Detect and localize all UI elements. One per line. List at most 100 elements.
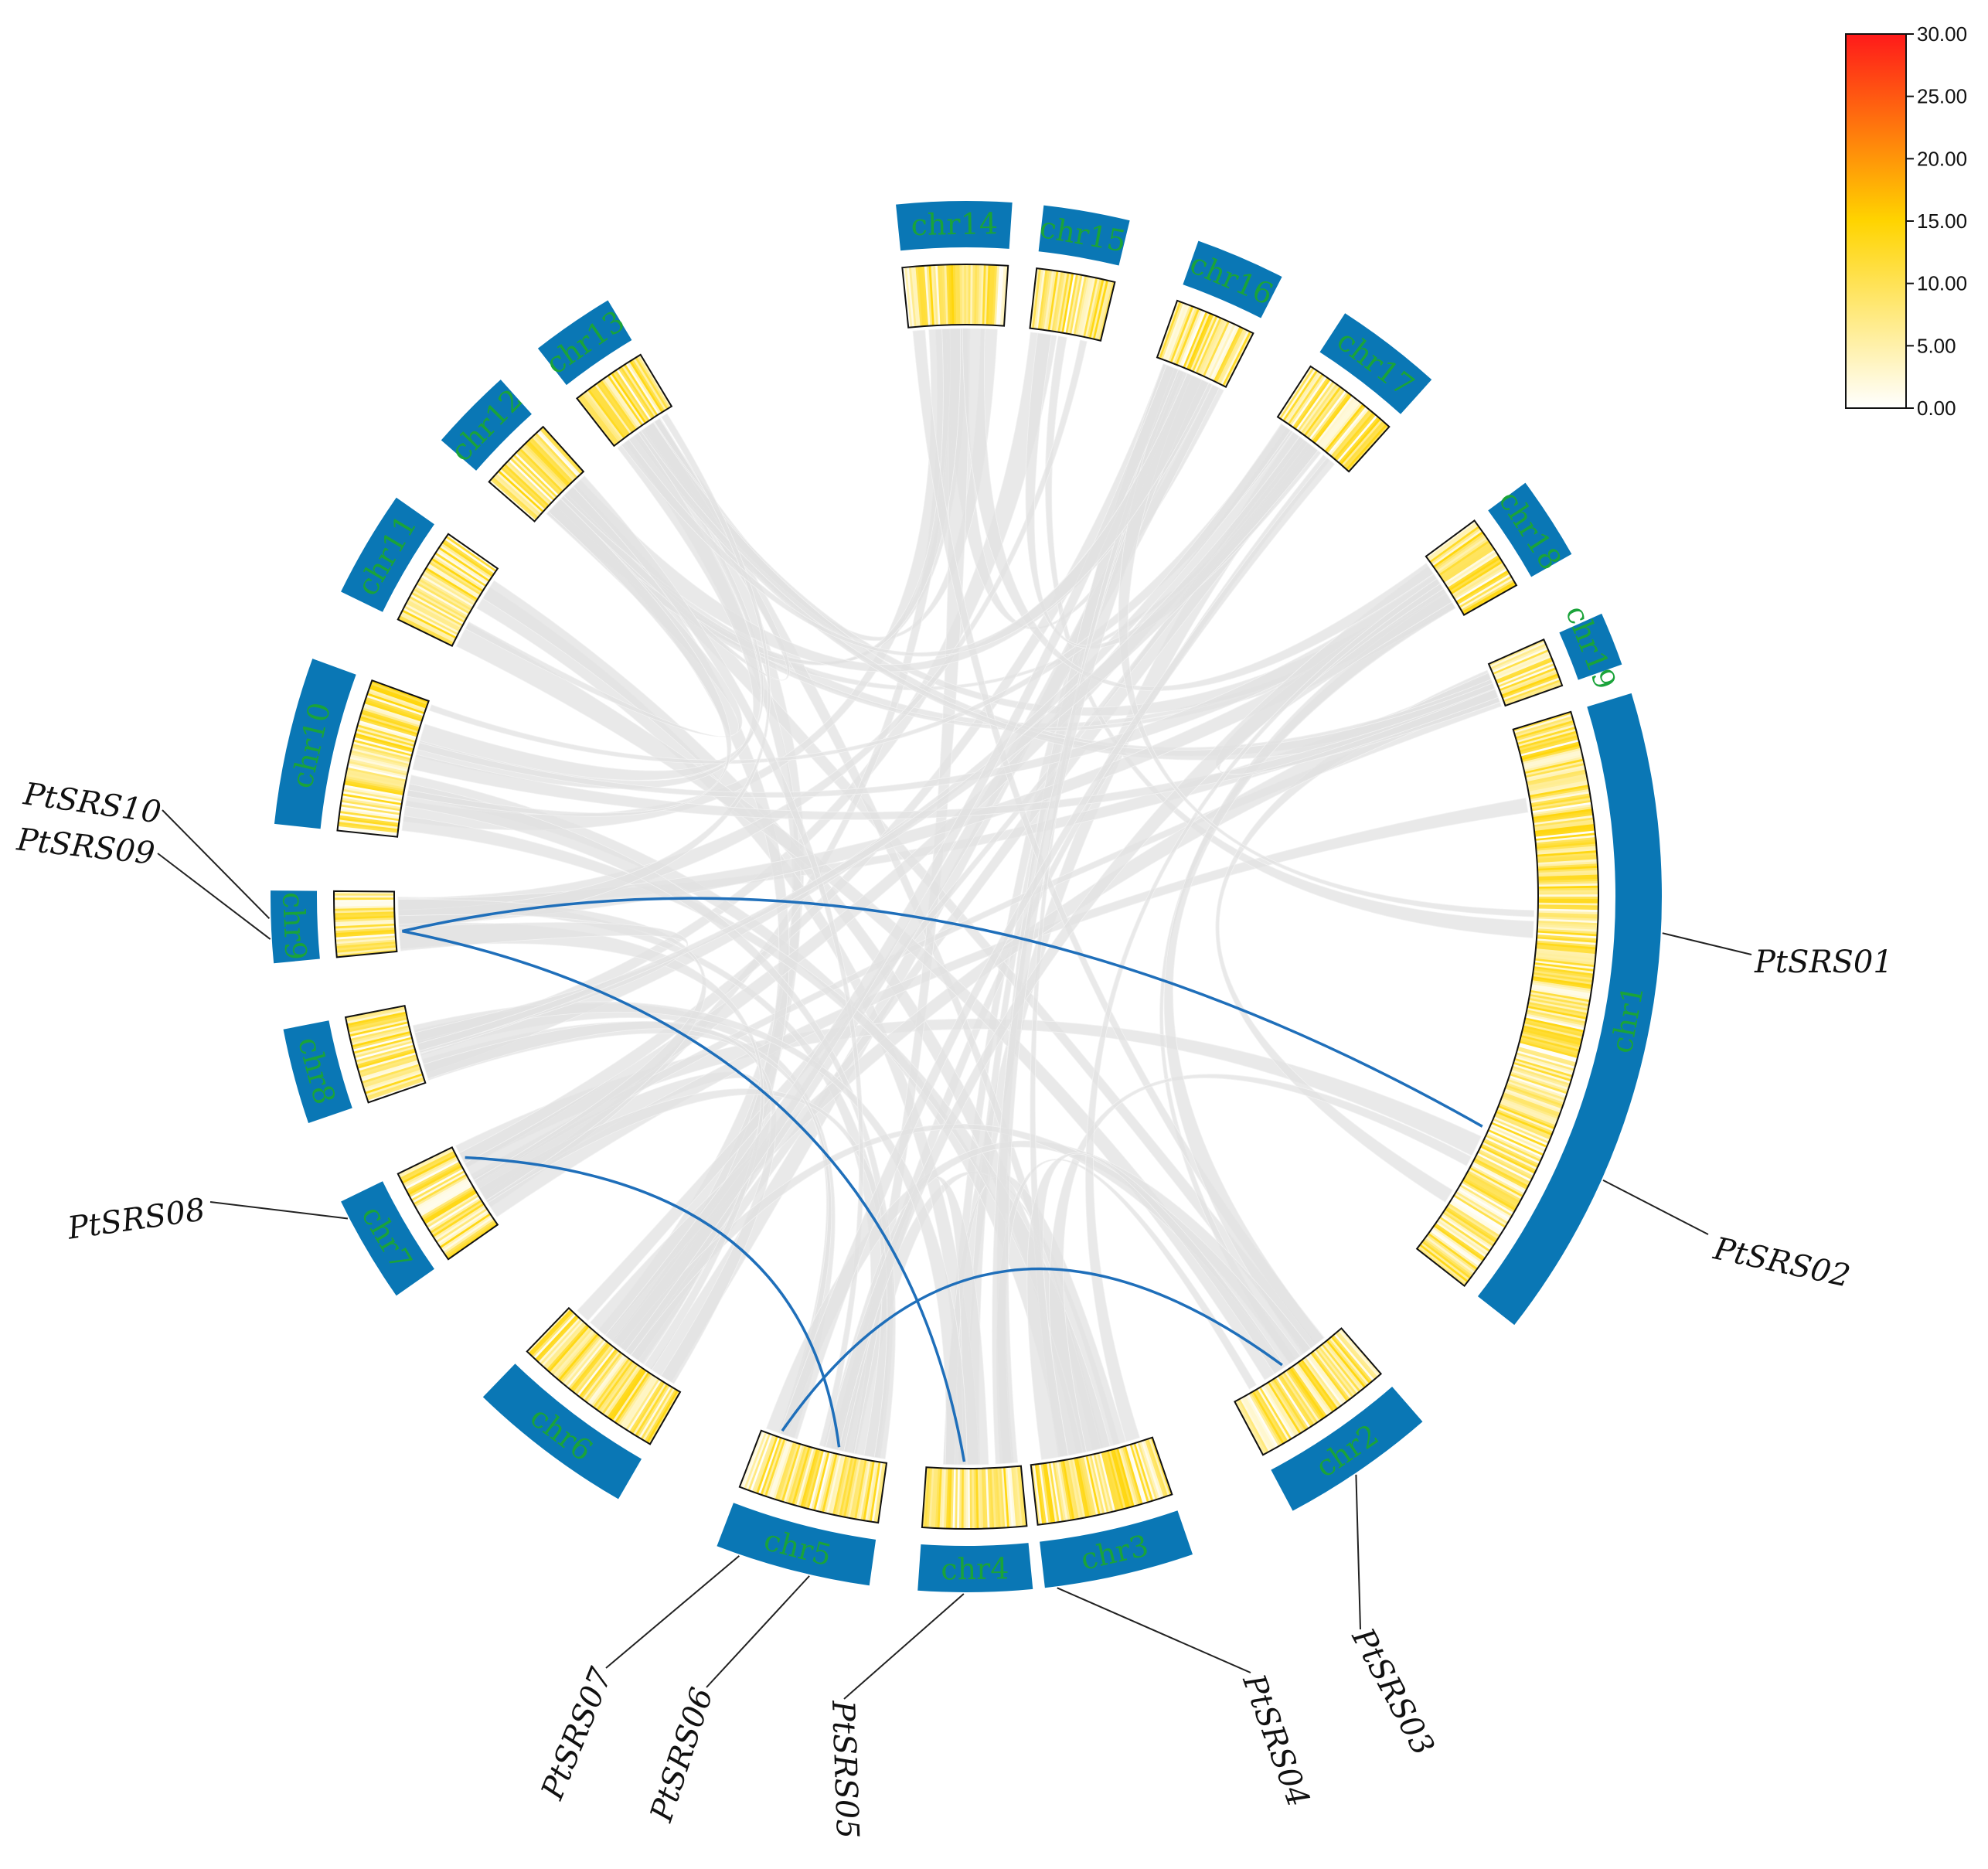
- density-bin: [1490, 643, 1547, 670]
- density-bin: [1479, 1146, 1536, 1174]
- density-bin: [812, 1451, 830, 1511]
- density-bin: [1060, 1460, 1073, 1520]
- density-bin: [346, 1007, 406, 1022]
- density-track-chr16: [1157, 300, 1254, 387]
- density-bin: [954, 1468, 958, 1529]
- density-bin: [557, 1333, 599, 1381]
- density-bin: [1502, 1094, 1560, 1118]
- density-bin: [346, 1009, 407, 1024]
- density-bin: [354, 1040, 414, 1058]
- density-bin: [1267, 1381, 1302, 1435]
- density-bin: [860, 1460, 873, 1521]
- density-bin: [1520, 741, 1580, 759]
- density-track-chr10: [337, 680, 429, 837]
- density-bin: [1169, 305, 1194, 363]
- density-bin: [1284, 371, 1320, 423]
- density-bin: [1528, 782, 1589, 796]
- density-bin: [410, 591, 465, 623]
- density-bin: [601, 1363, 638, 1415]
- density-bin: [426, 565, 479, 599]
- density-bin: [1195, 317, 1222, 374]
- density-bin: [821, 1453, 838, 1513]
- density-bin: [500, 467, 547, 510]
- density-bin: [412, 1172, 466, 1203]
- density-bin: [1537, 928, 1598, 934]
- density-bin: [1537, 861, 1598, 867]
- density-bin: [350, 1026, 410, 1043]
- density-bin: [614, 369, 650, 422]
- density-bin: [1528, 998, 1589, 1011]
- density-bin: [1003, 1467, 1009, 1528]
- density-bin: [335, 941, 397, 949]
- density-bin: [1432, 531, 1484, 568]
- density-bin: [1536, 846, 1597, 853]
- density-bin: [1435, 534, 1486, 571]
- density-bin: [741, 1431, 765, 1489]
- density-bin: [433, 553, 486, 589]
- density-bin: [978, 264, 982, 325]
- density-bin: [1046, 1462, 1057, 1523]
- density-bin: [1449, 558, 1503, 593]
- ideogram-chr8: [283, 1020, 352, 1124]
- density-bin: [360, 1061, 420, 1082]
- density-bin: [1255, 1388, 1288, 1442]
- density-bin: [432, 1203, 485, 1237]
- density-bin: [1087, 278, 1102, 339]
- density-bin: [1514, 1057, 1573, 1077]
- gene-leader-line: [1057, 1587, 1251, 1673]
- density-bin: [1437, 538, 1489, 575]
- density-bin: [992, 1468, 999, 1529]
- density-bin: [989, 1468, 995, 1529]
- density-bin: [1067, 274, 1081, 335]
- density-bin: [608, 1368, 645, 1420]
- density-bin: [635, 1384, 669, 1437]
- density-bin: [625, 1378, 660, 1431]
- density-bin: [1336, 1330, 1378, 1379]
- density-bin: [495, 473, 542, 516]
- density-bin: [410, 1170, 465, 1202]
- density-bin: [1536, 944, 1597, 952]
- density-bin: [358, 1054, 417, 1074]
- density-bin: [1491, 645, 1547, 672]
- density-bin: [334, 901, 395, 904]
- density-bin: [1124, 1445, 1143, 1505]
- density-bin: [1525, 764, 1585, 780]
- density-track-outline: [344, 1005, 427, 1104]
- density-bin: [607, 1367, 643, 1418]
- density-bin: [1537, 854, 1598, 861]
- density-bin: [1531, 799, 1591, 812]
- density-bin: [578, 395, 618, 445]
- density-bin: [559, 1334, 601, 1383]
- density-bin: [400, 611, 456, 641]
- density-bin: [1493, 649, 1550, 676]
- density-bin: [1330, 1336, 1371, 1384]
- density-bin: [415, 1177, 469, 1210]
- density-bin: [592, 385, 631, 435]
- gene-label-PtSRS08: PtSRS08: [65, 1192, 207, 1247]
- density-bin: [341, 799, 401, 812]
- density-bin: [1464, 1176, 1519, 1207]
- density-bin: [1292, 377, 1329, 428]
- density-bin: [355, 733, 414, 751]
- gene-leader-line: [1602, 1179, 1709, 1235]
- density-bin: [981, 1468, 985, 1529]
- density-bin: [365, 699, 424, 720]
- density-bin: [642, 1387, 676, 1442]
- density-bin: [435, 1207, 488, 1243]
- density-bin: [1300, 383, 1339, 434]
- density-bin: [434, 1206, 487, 1241]
- density-bin: [439, 1213, 492, 1249]
- density-bin: [939, 1468, 945, 1529]
- density-bin: [334, 899, 395, 903]
- density-bin: [589, 387, 628, 437]
- density-bin: [344, 780, 404, 794]
- density-bin: [871, 1462, 883, 1523]
- density-bin: [1300, 1359, 1338, 1410]
- density-bin: [566, 1340, 607, 1388]
- density-bin: [339, 817, 399, 827]
- density-bin: [443, 539, 495, 576]
- density-bin: [355, 1044, 414, 1063]
- density-bin: [1503, 677, 1561, 701]
- density-track-chr12: [488, 427, 584, 522]
- density-bin: [1533, 815, 1594, 826]
